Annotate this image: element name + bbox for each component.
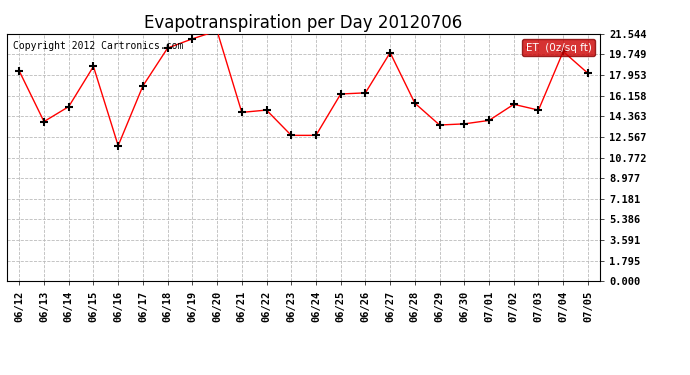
Legend: ET  (0z/sq ft): ET (0z/sq ft) bbox=[522, 39, 595, 56]
Text: Copyright 2012 Cartronics.com: Copyright 2012 Cartronics.com bbox=[13, 41, 184, 51]
Title: Evapotranspiration per Day 20120706: Evapotranspiration per Day 20120706 bbox=[144, 14, 463, 32]
